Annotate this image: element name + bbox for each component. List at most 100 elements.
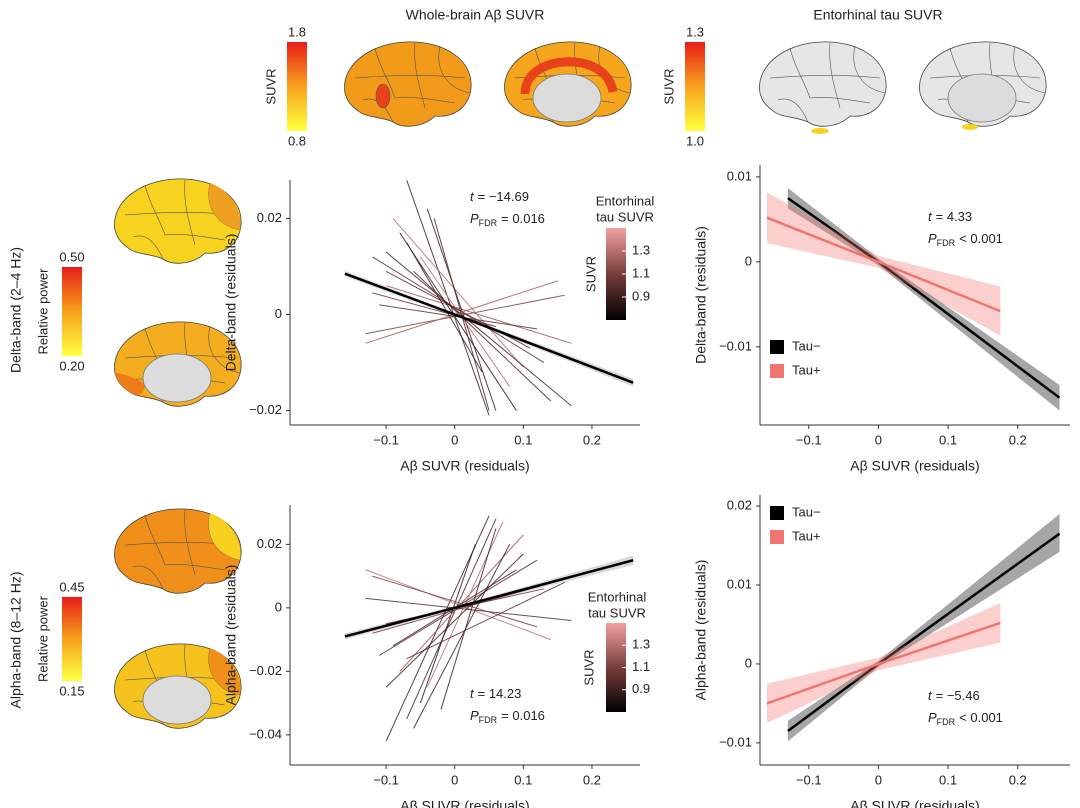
y-tick-label: −0.01 — [719, 734, 752, 749]
brain-lateral — [114, 508, 242, 594]
brain-region — [811, 128, 829, 134]
colorbar-tick-label: 0.20 — [59, 358, 84, 373]
subject-line — [413, 270, 552, 402]
subject-line — [365, 294, 565, 335]
brain-medial-wall — [947, 73, 1017, 123]
brain-medial — [919, 41, 1047, 130]
column-title: Entorhinal tau SUVR — [813, 7, 942, 23]
y-tick-label: −0.02 — [249, 402, 282, 417]
annotation-p: PFDR < 0.001 — [928, 710, 1003, 727]
colorbar-tick-label: 1.3 — [686, 24, 704, 39]
fit-line — [766, 621, 1001, 705]
color-scale-title: tau SUVR — [588, 605, 646, 620]
x-tick-label: 0.1 — [939, 432, 957, 447]
subject-line — [399, 232, 517, 411]
brain-region — [115, 373, 145, 395]
p-subscript: FDR — [937, 238, 956, 248]
p-value: < 0.001 — [959, 231, 1003, 246]
legend-label: Tau− — [792, 504, 821, 519]
legend-swatch — [770, 340, 784, 354]
color-scale-tick-label: 0.9 — [632, 288, 650, 303]
colorbar-tick-label: 0.8 — [288, 133, 306, 148]
colorbar — [62, 268, 82, 355]
subject-line — [406, 179, 490, 416]
x-tick-label: 0 — [451, 432, 458, 447]
p-subscript: FDR — [479, 218, 498, 228]
brain-region — [208, 513, 241, 560]
x-axis-title: Aβ SUVR (residuals) — [850, 458, 979, 474]
x-tick-label: 0.2 — [1009, 432, 1027, 447]
y-tick-label: 0 — [275, 306, 282, 321]
subject-line — [365, 597, 572, 622]
x-tick-label: 0.1 — [939, 772, 957, 787]
color-scale-tick-label: 0.9 — [632, 681, 650, 696]
fit-line — [344, 272, 634, 384]
brain-shape — [344, 41, 472, 127]
subject-line — [440, 528, 497, 710]
fit-line — [787, 532, 1061, 733]
y-tick-label: 0 — [745, 253, 752, 268]
y-tick-label: 0.01 — [727, 168, 752, 183]
subject-line — [406, 518, 497, 720]
subject-line — [372, 575, 538, 628]
y-tick-label: −0.04 — [249, 726, 282, 741]
t-value: = 4.33 — [936, 209, 973, 224]
t-symbol: t — [470, 686, 475, 701]
legend-swatch — [770, 364, 784, 378]
subject-line — [372, 292, 497, 328]
legend-label: Tau+ — [792, 528, 821, 543]
brain-region — [208, 183, 241, 230]
subject-line — [419, 256, 511, 387]
legend-swatch — [770, 506, 784, 520]
subject-line — [392, 218, 524, 368]
x-tick-label: 0 — [451, 772, 458, 787]
annotation-p: PFDR = 0.016 — [470, 708, 545, 725]
p-subscript: FDR — [937, 717, 956, 727]
subject-line — [385, 553, 524, 688]
t-symbol: t — [928, 209, 933, 224]
colorbar-label: Relative power — [35, 268, 50, 355]
p-symbol: P — [928, 710, 937, 725]
annotation-t: t = −14.69 — [470, 189, 529, 204]
p-symbol: P — [470, 708, 479, 723]
color-scale-tick-label: 1.3 — [632, 637, 650, 652]
color-scale-title: tau SUVR — [596, 209, 654, 224]
column-title: Whole-brain Aβ SUVR — [406, 7, 545, 23]
x-tick-label: 0 — [875, 432, 882, 447]
annotation-p: PFDR = 0.016 — [470, 211, 545, 228]
color-scale-bar — [606, 623, 626, 712]
subject-line — [419, 544, 476, 704]
color-scale-tick-label: 1.1 — [632, 659, 650, 674]
brain-medial — [504, 41, 632, 127]
brain-medial — [114, 643, 242, 729]
x-tick-label: 0.2 — [583, 432, 601, 447]
x-tick-label: 0.1 — [514, 772, 532, 787]
x-tick-label: 0 — [875, 772, 882, 787]
subject-line — [406, 582, 565, 660]
row-label: Alpha-band (8–12 Hz) — [8, 572, 24, 709]
p-value: = 0.016 — [501, 211, 545, 226]
colorbar — [62, 598, 82, 680]
y-tick-label: −0.01 — [719, 338, 752, 353]
color-scale-title: Entorhinal — [588, 589, 647, 604]
subject-line — [385, 285, 572, 344]
brain-medial-wall — [142, 353, 212, 403]
annotation-t: t = 14.23 — [470, 686, 521, 701]
t-symbol: t — [470, 189, 475, 204]
brain-region — [962, 124, 978, 130]
y-tick-label: 0.02 — [727, 497, 752, 512]
x-tick-label: 0.1 — [514, 432, 532, 447]
color-scale-title: Entorhinal — [596, 193, 655, 208]
color-scale-label: SUVR — [583, 256, 598, 292]
y-axis-title: Delta-band (residuals) — [223, 234, 239, 372]
y-tick-label: 0 — [275, 599, 282, 614]
y-tick-label: −0.02 — [249, 663, 282, 678]
subject-line — [413, 544, 511, 729]
color-scale-tick-label: 1.1 — [632, 265, 650, 280]
brain-medial-wall — [142, 675, 212, 725]
colorbar-tick-label: 1.8 — [288, 24, 306, 39]
y-axis-title: Alpha-band (residuals) — [223, 565, 239, 706]
colorbar-tick-label: 1.0 — [686, 133, 704, 148]
brain-lateral — [759, 41, 887, 134]
